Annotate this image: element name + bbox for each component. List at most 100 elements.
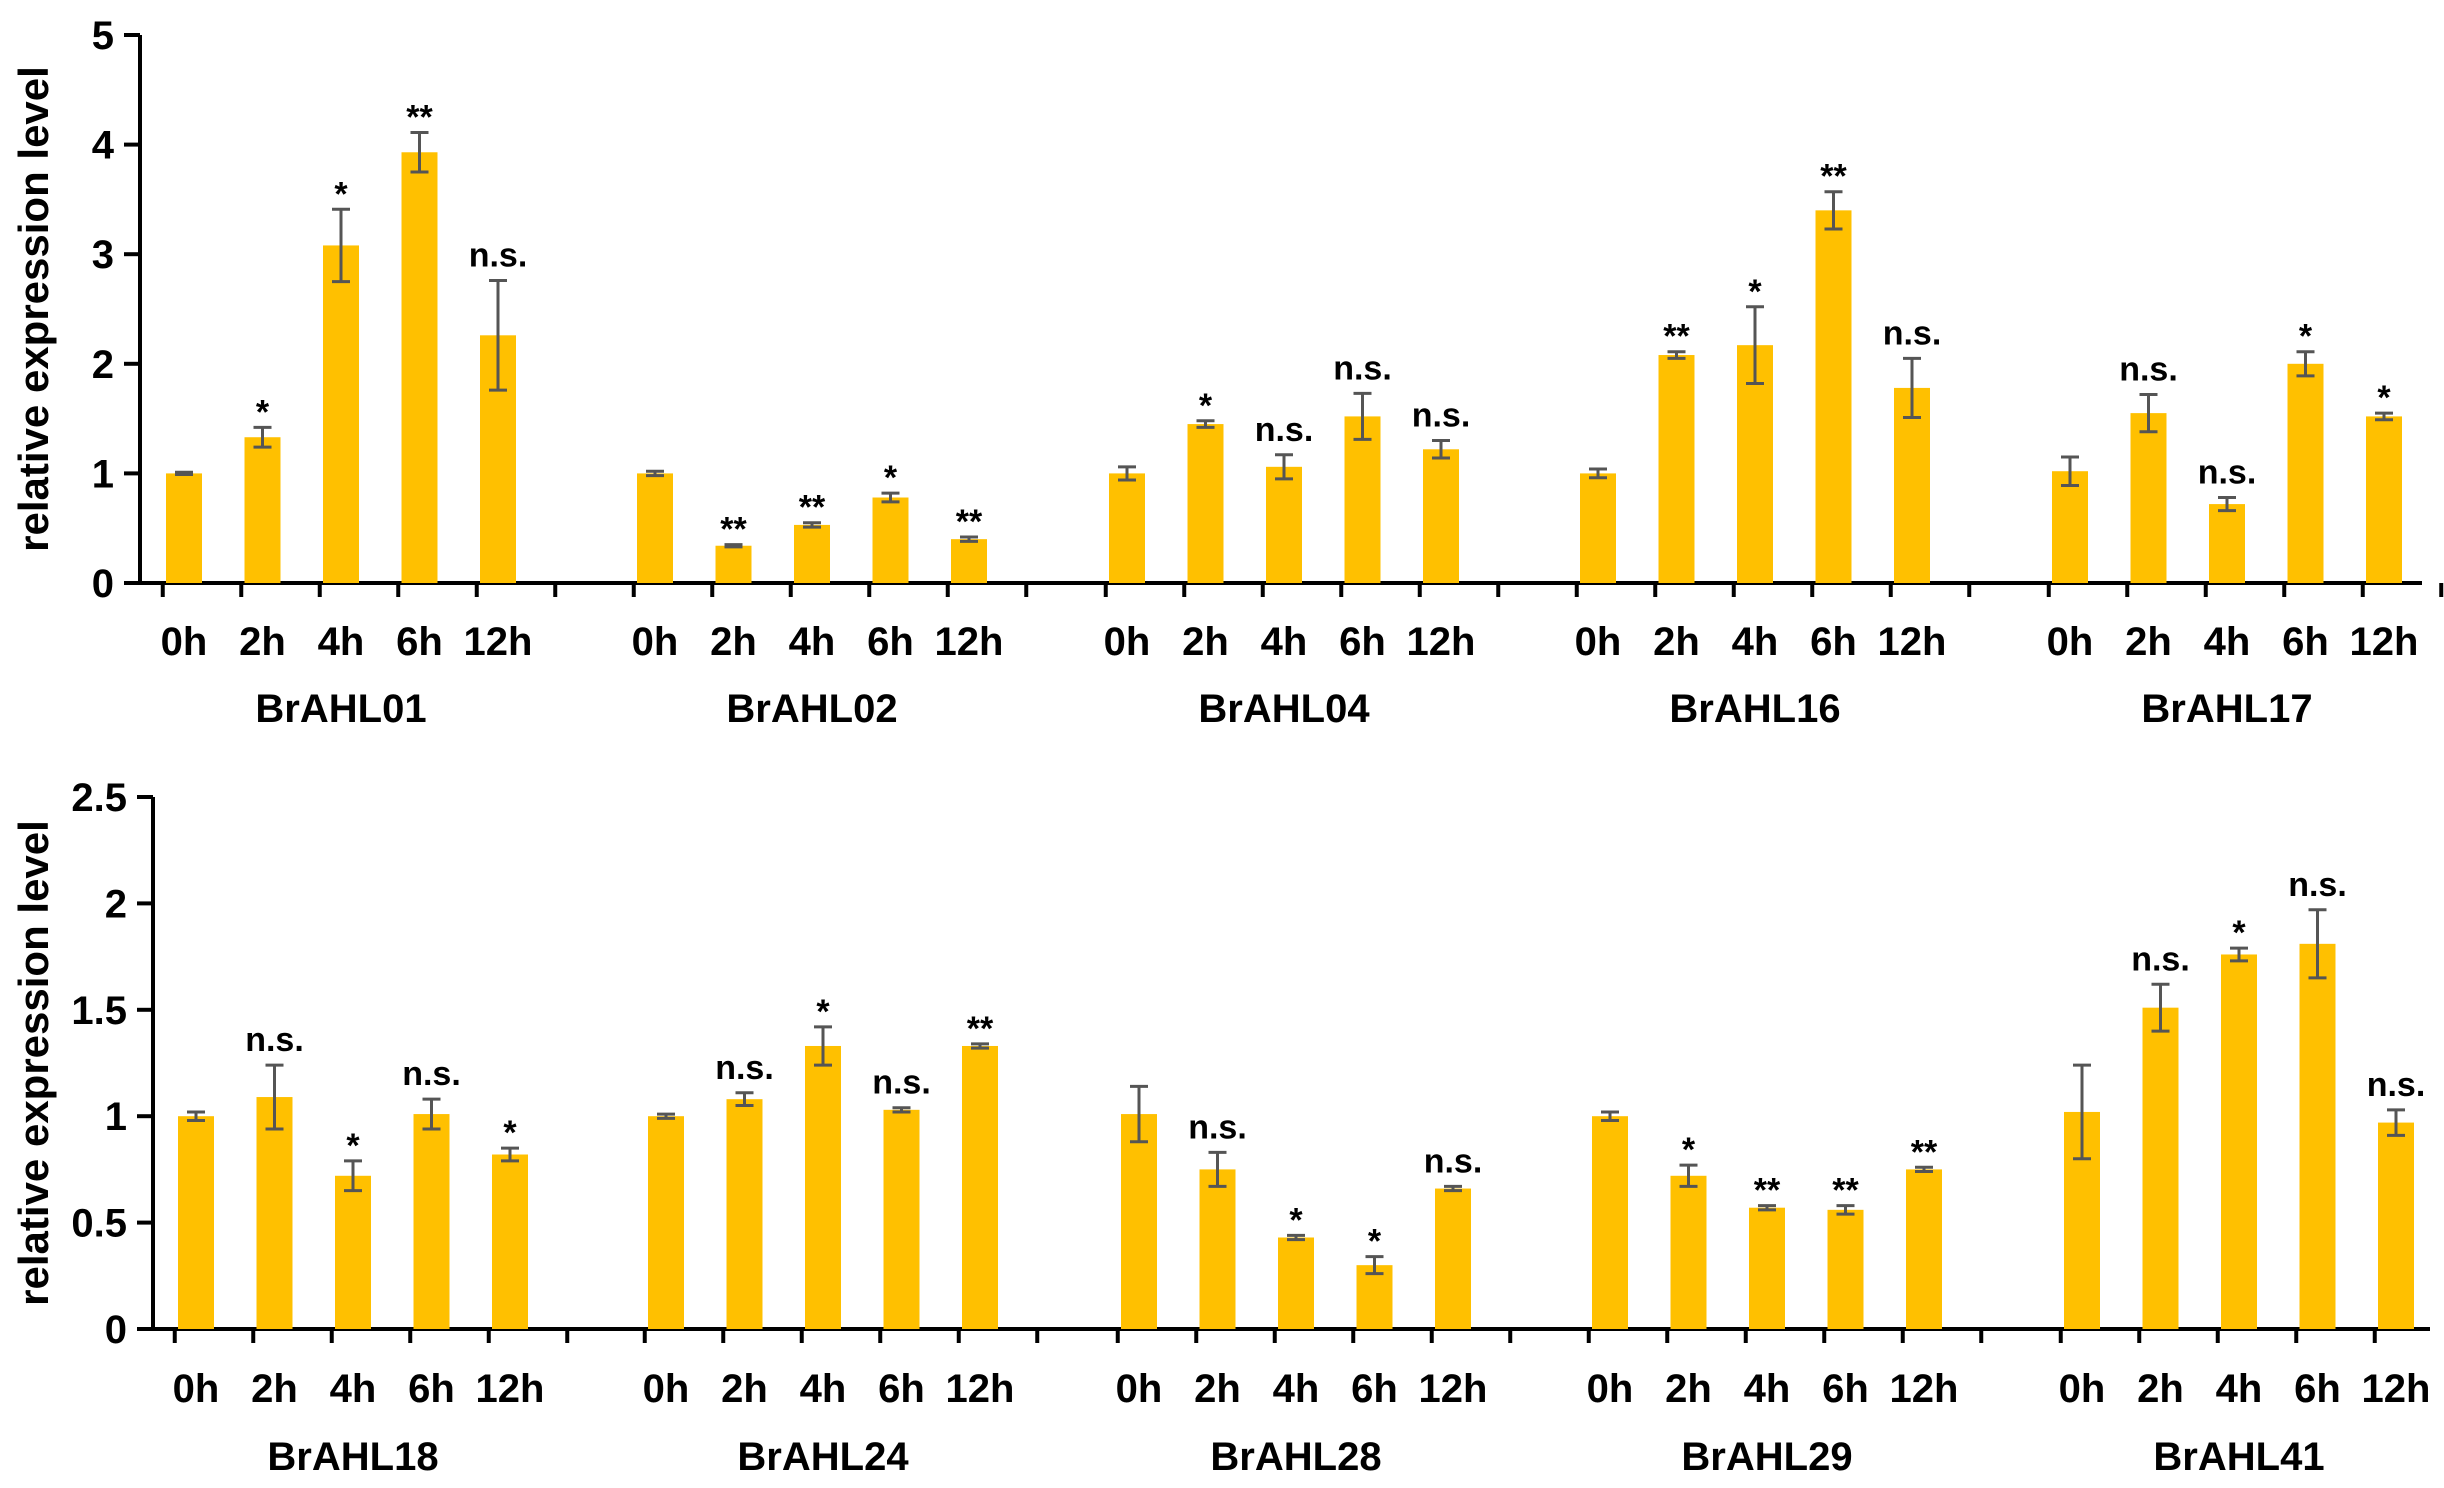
category-label: 6h bbox=[878, 1367, 925, 1411]
category-label: 6h bbox=[867, 620, 914, 664]
bar bbox=[335, 1175, 371, 1329]
group-label: BrAHL02 bbox=[726, 687, 897, 731]
significance-label: ** bbox=[1663, 318, 1690, 356]
y-tick-label: 4 bbox=[92, 124, 115, 168]
significance-label: ** bbox=[1754, 1172, 1781, 1210]
category-label: 2h bbox=[1194, 1367, 1241, 1411]
category-label: 12h bbox=[476, 1367, 545, 1411]
significance-label: n.s. bbox=[245, 1021, 304, 1059]
significance-label: n.s. bbox=[1424, 1142, 1483, 1180]
significance-label: n.s. bbox=[469, 237, 528, 275]
category-label: 12h bbox=[935, 620, 1004, 664]
y-tick-label: 2.5 bbox=[71, 776, 127, 820]
significance-label: n.s. bbox=[1883, 314, 1942, 352]
bar bbox=[1906, 1169, 1942, 1329]
significance-label: * bbox=[816, 993, 830, 1031]
bar bbox=[1658, 355, 1695, 583]
significance-label: n.s. bbox=[2288, 866, 2347, 904]
category-label: 6h bbox=[1339, 620, 1386, 664]
significance-label: n.s. bbox=[1188, 1108, 1247, 1146]
significance-label: * bbox=[1199, 387, 1213, 425]
category-label: 0h bbox=[2047, 620, 2094, 664]
significance-label: * bbox=[2232, 914, 2246, 952]
group-label: BrAHL24 bbox=[737, 1435, 909, 1479]
significance-label: * bbox=[1289, 1201, 1303, 1239]
bar bbox=[1670, 1175, 1707, 1329]
bar bbox=[2299, 943, 2336, 1329]
group-label: BrAHL29 bbox=[1681, 1435, 1852, 1479]
significance-label: n.s. bbox=[872, 1064, 931, 1102]
group-label: BrAHL28 bbox=[1210, 1435, 1381, 1479]
category-label: 0h bbox=[1116, 1367, 1163, 1411]
panel-bottom: 0 0.5 1 1.5 2 2.5 relative expression level 0h n… bbox=[10, 776, 2430, 1479]
significance-label: * bbox=[2377, 379, 2391, 417]
category-label: 4h bbox=[1732, 620, 1779, 664]
category-label: 6h bbox=[2282, 620, 2329, 664]
bar bbox=[1109, 473, 1145, 583]
category-label: 12h bbox=[1890, 1367, 1959, 1411]
significance-label: * bbox=[1682, 1131, 1696, 1169]
bar bbox=[1435, 1188, 1471, 1329]
bar bbox=[1356, 1265, 1393, 1329]
category-label: 0h bbox=[1575, 620, 1622, 664]
significance-label: n.s. bbox=[1412, 397, 1471, 435]
bar bbox=[1121, 1114, 1157, 1329]
category-label: 2h bbox=[239, 620, 286, 664]
significance-label: n.s. bbox=[2367, 1066, 2426, 1104]
category-label: 0h bbox=[1587, 1367, 1634, 1411]
bar bbox=[1894, 387, 1930, 583]
category-label: 12h bbox=[1407, 620, 1476, 664]
y-tick-label: 2 bbox=[105, 882, 127, 926]
y-axis-title: relative expression level bbox=[10, 66, 57, 552]
significance-label: ** bbox=[799, 489, 826, 527]
significance-label: * bbox=[503, 1114, 517, 1152]
bar bbox=[872, 497, 909, 583]
significance-label: ** bbox=[720, 511, 747, 549]
y-tick-label: 1.5 bbox=[71, 989, 127, 1033]
category-label: 6h bbox=[1810, 620, 1857, 664]
bar bbox=[1815, 210, 1852, 584]
category-label: 6h bbox=[2294, 1367, 2341, 1411]
y-tick-label: 0 bbox=[105, 1308, 127, 1352]
category-label: 4h bbox=[800, 1367, 847, 1411]
bar bbox=[2366, 416, 2402, 583]
significance-label: n.s. bbox=[2119, 350, 2178, 388]
bar bbox=[2287, 363, 2324, 583]
bar bbox=[1423, 449, 1459, 583]
bar bbox=[2221, 954, 2257, 1329]
bar bbox=[244, 437, 281, 583]
category-label: 6h bbox=[1822, 1367, 1869, 1411]
y-tick-label: 2 bbox=[92, 343, 114, 387]
significance-label: * bbox=[334, 175, 348, 213]
category-label: 0h bbox=[161, 620, 208, 664]
significance-label: n.s. bbox=[402, 1055, 461, 1093]
significance-label: ** bbox=[1820, 158, 1847, 196]
bar bbox=[715, 545, 752, 583]
category-label: 0h bbox=[173, 1367, 220, 1411]
bar bbox=[726, 1099, 763, 1329]
bar bbox=[883, 1109, 920, 1329]
category-label: 4h bbox=[1273, 1367, 1320, 1411]
category-label: 0h bbox=[643, 1367, 690, 1411]
significance-label: * bbox=[1748, 273, 1762, 311]
category-label: 2h bbox=[1665, 1367, 1712, 1411]
significance-label: n.s. bbox=[1333, 349, 1392, 387]
bar bbox=[2052, 471, 2088, 583]
category-label: 2h bbox=[251, 1367, 298, 1411]
bar bbox=[648, 1116, 684, 1329]
bar bbox=[2209, 504, 2245, 583]
category-label: 0h bbox=[2059, 1367, 2106, 1411]
significance-label: * bbox=[884, 459, 898, 497]
category-label: 0h bbox=[632, 620, 679, 664]
bar bbox=[178, 1116, 214, 1329]
bar bbox=[1580, 473, 1616, 583]
category-label: 12h bbox=[1419, 1367, 1488, 1411]
category-label: 4h bbox=[1261, 620, 1308, 664]
category-label: 2h bbox=[721, 1367, 768, 1411]
category-label: 2h bbox=[1653, 620, 1700, 664]
bar bbox=[492, 1154, 528, 1329]
category-label: 2h bbox=[2137, 1367, 2184, 1411]
bar bbox=[2142, 1007, 2179, 1329]
y-tick-label: 1 bbox=[105, 1095, 127, 1139]
significance-label: * bbox=[2299, 318, 2313, 356]
